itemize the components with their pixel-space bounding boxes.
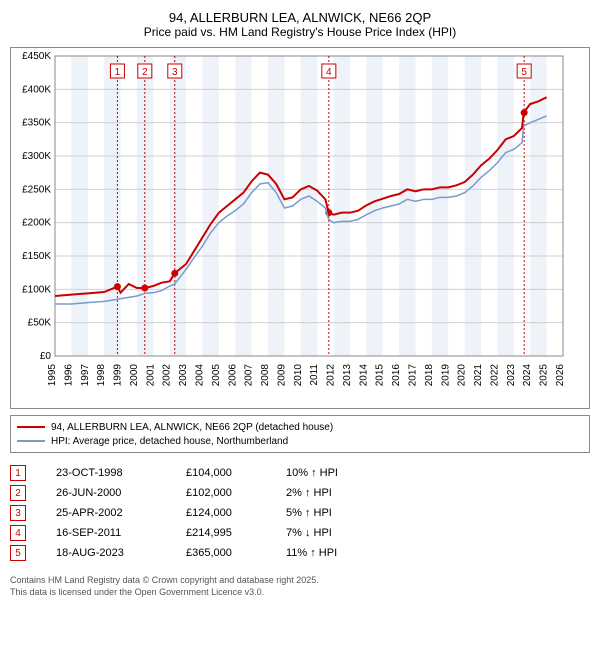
x-tick-label: 2006 [227, 364, 238, 387]
x-tick-label: 2014 [358, 364, 369, 387]
x-tick-label: 1995 [47, 364, 58, 387]
marker-number: 1 [115, 67, 121, 78]
x-tick-label: 2016 [391, 364, 402, 387]
footer-line-2: This data is licensed under the Open Gov… [10, 587, 590, 599]
x-tick-label: 2019 [440, 364, 451, 387]
y-tick-label: £200K [22, 218, 51, 229]
y-tick-label: £0 [40, 351, 52, 362]
footer: Contains HM Land Registry data © Crown c… [10, 575, 590, 598]
x-tick-label: 2010 [293, 364, 304, 387]
footer-line-1: Contains HM Land Registry data © Crown c… [10, 575, 590, 587]
transaction-table: 1 23-OCT-1998£104,00010% ↑ HPI 2 26-JUN-200… [10, 463, 590, 563]
title: 94, ALLERBURN LEA, ALNWICK, NE66 2QP [10, 10, 590, 25]
x-tick-label: 2011 [309, 364, 320, 386]
legend-label: HPI: Average price, detached house, Nort… [51, 436, 288, 447]
title-block: 94, ALLERBURN LEA, ALNWICK, NE66 2QP Pri… [10, 10, 590, 39]
transaction-number: 3 [10, 505, 26, 521]
marker-number: 3 [172, 67, 178, 78]
x-tick-label: 1996 [63, 364, 74, 387]
x-tick-label: 2013 [342, 364, 353, 387]
x-tick-label: 2000 [129, 364, 140, 387]
y-tick-label: £150K [22, 251, 51, 262]
marker-number: 5 [521, 67, 527, 78]
x-tick-label: 2002 [162, 364, 173, 387]
y-tick-label: £50K [28, 318, 52, 329]
x-tick-label: 2023 [506, 364, 517, 387]
x-tick-label: 2020 [457, 364, 468, 387]
legend-label: 94, ALLERBURN LEA, ALNWICK, NE66 2QP (de… [51, 422, 333, 433]
x-tick-label: 2021 [473, 364, 484, 387]
y-tick-label: £450K [22, 51, 51, 62]
marker-number: 2 [142, 67, 148, 78]
transaction-number: 5 [10, 545, 26, 561]
transaction-number: 4 [10, 525, 26, 541]
x-tick-label: 2026 [555, 364, 566, 387]
transaction-pct: 5% ↑ HPI [286, 507, 386, 519]
transaction-pct: 10% ↑ HPI [286, 467, 386, 479]
transaction-number: 1 [10, 465, 26, 481]
y-tick-label: £100K [22, 284, 51, 295]
transaction-price: £104,000 [186, 467, 286, 479]
x-tick-label: 2004 [194, 364, 205, 387]
transaction-row: 3 25-APR-2002£124,0005% ↑ HPI [10, 503, 590, 523]
x-tick-label: 1997 [80, 364, 91, 387]
legend: 94, ALLERBURN LEA, ALNWICK, NE66 2QP (de… [10, 415, 590, 453]
x-tick-label: 2001 [145, 364, 156, 387]
x-tick-label: 2008 [260, 364, 271, 387]
x-tick-label: 2009 [276, 364, 287, 387]
x-tick-label: 2003 [178, 364, 189, 387]
legend-item: 94, ALLERBURN LEA, ALNWICK, NE66 2QP (de… [17, 420, 583, 434]
x-tick-label: 2017 [408, 364, 419, 387]
x-tick-label: 2018 [424, 364, 435, 387]
x-tick-label: 2015 [375, 364, 386, 387]
price-chart: £0 £50K £100K £150K £200K £250K £300K £350K £400… [11, 48, 571, 408]
transaction-row: 2 26-JUN-2000£102,0002% ↑ HPI [10, 483, 590, 503]
y-tick-label: £250K [22, 184, 51, 195]
transaction-price: £214,995 [186, 527, 286, 539]
transaction-price: £102,000 [186, 487, 286, 499]
transaction-price: £124,000 [186, 507, 286, 519]
legend-item: HPI: Average price, detached house, Nort… [17, 434, 583, 448]
chart-container: £0 £50K £100K £150K £200K £250K £300K £350K £400… [10, 47, 590, 409]
transaction-pct: 2% ↑ HPI [286, 487, 386, 499]
legend-swatch [17, 440, 45, 442]
transaction-row: 5 18-AUG-2023£365,00011% ↑ HPI [10, 543, 590, 563]
transaction-date: 26-JUN-2000 [56, 487, 186, 499]
transaction-date: 18-AUG-2023 [56, 547, 186, 559]
transaction-pct: 11% ↑ HPI [286, 547, 386, 559]
transaction-date: 23-OCT-1998 [56, 467, 186, 479]
x-tick-label: 2025 [539, 364, 550, 387]
subtitle: Price paid vs. HM Land Registry's House … [10, 25, 590, 39]
x-tick-label: 1999 [113, 364, 124, 387]
x-tick-label: 2022 [489, 364, 500, 387]
x-tick-label: 2007 [244, 364, 255, 387]
y-tick-label: £350K [22, 118, 51, 129]
transaction-number: 2 [10, 485, 26, 501]
transaction-row: 4 16-SEP-2011£214,9957% ↓ HPI [10, 523, 590, 543]
y-tick-label: £400K [22, 84, 51, 95]
transaction-date: 25-APR-2002 [56, 507, 186, 519]
x-tick-label: 2012 [326, 364, 337, 387]
y-tick-label: £300K [22, 151, 51, 162]
transaction-row: 1 23-OCT-1998£104,00010% ↑ HPI [10, 463, 590, 483]
x-tick-label: 2005 [211, 364, 222, 387]
x-tick-label: 2024 [522, 364, 533, 387]
transaction-date: 16-SEP-2011 [56, 527, 186, 539]
x-tick-label: 1998 [96, 364, 107, 387]
legend-swatch [17, 426, 45, 428]
marker-number: 4 [326, 67, 332, 78]
transaction-price: £365,000 [186, 547, 286, 559]
transaction-pct: 7% ↓ HPI [286, 527, 386, 539]
